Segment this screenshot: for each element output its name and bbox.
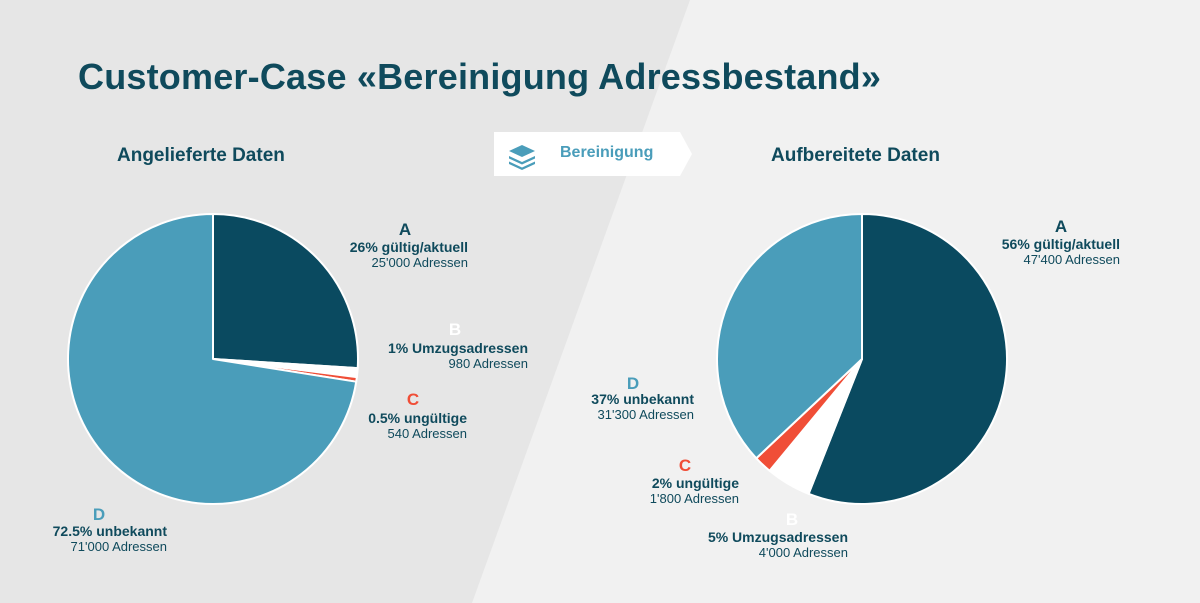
right-label-d: D <box>618 374 648 393</box>
page-title: Customer-Case «Bereinigung Adressbestand… <box>78 56 882 97</box>
right-label-c-text: 2% ungültige 1'800 Adressen <box>600 475 739 506</box>
right-pct-b: 5% Umzugsadressen <box>707 529 848 545</box>
right-chart-title: Aufbereitete Daten <box>771 145 940 166</box>
right-letter-c: C <box>678 456 692 475</box>
right-count-b: 4'000 Adressen <box>758 544 848 560</box>
left-pct-d: 72.5% unbekannt <box>52 523 167 539</box>
pie-chart-delivered <box>67 213 359 505</box>
right-label-a-text: 56% gültig/aktuell 47'400 Adressen <box>960 236 1120 267</box>
right-pct-c: 2% ungültige <box>651 475 739 491</box>
left-label-d: D <box>84 505 114 524</box>
left-letter-a: A <box>398 220 412 239</box>
left-pie-slice-d <box>67 213 358 505</box>
left-count-d: 71'000 Adressen <box>70 538 167 554</box>
right-count-c: 1'800 Adressen <box>649 490 739 506</box>
left-pie-slice-a <box>212 213 359 370</box>
right-label-a: A <box>1046 217 1076 236</box>
right-pie-slice-a <box>807 213 1008 505</box>
left-label-b-text: 1% Umzugsadressen 980 Adressen <box>340 340 528 371</box>
left-letter-d: D <box>92 505 106 524</box>
right-letter-b: B <box>785 510 799 529</box>
left-label-b: B <box>440 320 470 339</box>
pie-chart-processed <box>716 213 1008 505</box>
left-count-a: 25'000 Adressen <box>371 254 468 270</box>
right-label-b-text: 5% Umzugsadressen 4'000 Adressen <box>690 529 848 560</box>
left-count-c: 540 Adressen <box>387 425 467 441</box>
right-count-d: 31'300 Adressen <box>597 406 694 422</box>
right-pct-a: 56% gültig/aktuell <box>1001 236 1120 252</box>
left-label-a-text: 26% gültig/aktuell 25'000 Adressen <box>300 239 468 270</box>
left-pct-c: 0.5% ungültige <box>368 410 467 426</box>
left-letter-c: C <box>406 390 420 409</box>
right-label-d-text: 37% unbekannt 31'300 Adressen <box>540 391 694 422</box>
right-letter-a: A <box>1054 217 1068 236</box>
left-pct-a: 26% gültig/aktuell <box>349 239 468 255</box>
right-letter-d: D <box>626 374 640 393</box>
stacked-layers-icon <box>509 145 535 170</box>
left-letter-b: B <box>448 320 462 339</box>
right-pct-d: 37% unbekannt <box>591 391 694 407</box>
right-label-c: C <box>670 456 700 475</box>
left-label-d-text: 72.5% unbekannt 71'000 Adressen <box>20 523 167 554</box>
left-label-a: A <box>330 220 480 239</box>
left-label-c-text: 0.5% ungültige 540 Adressen <box>310 410 467 441</box>
left-label-c: C <box>398 390 428 409</box>
left-count-b: 980 Adressen <box>448 355 528 371</box>
right-count-a: 47'400 Adressen <box>1023 251 1120 267</box>
left-pct-b: 1% Umzugsadressen <box>387 340 528 356</box>
right-pie-slice-d <box>716 213 863 460</box>
process-label: Bereinigung <box>560 144 654 161</box>
right-label-b: B <box>777 510 807 529</box>
left-chart-title: Angelieferte Daten <box>117 145 285 166</box>
process-badge <box>494 132 692 176</box>
